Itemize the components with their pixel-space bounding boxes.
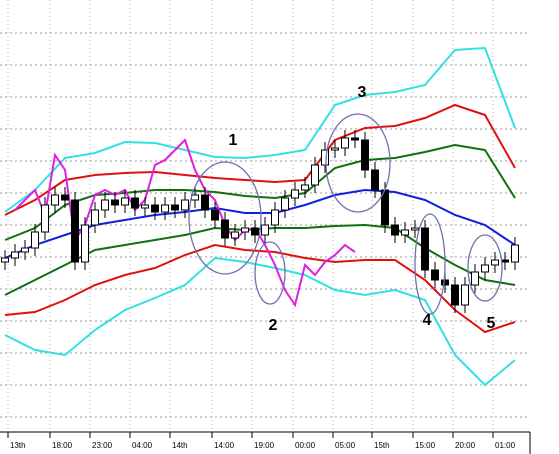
x-tick-label: 05:00	[335, 441, 356, 450]
annotation: 3	[358, 84, 367, 101]
candle-body	[321, 149, 329, 166]
x-tick-label: 15th	[374, 441, 390, 450]
band-line	[4, 188, 516, 259]
candle-body	[181, 199, 189, 211]
annotation: 2	[269, 317, 278, 334]
x-tick-label: 14th	[172, 441, 188, 450]
candle-body	[141, 204, 149, 209]
annotations: 1 2 3 4 5	[229, 84, 496, 334]
candle-body	[261, 224, 269, 236]
x-tick-label: 23:00	[92, 441, 113, 450]
candle-body	[281, 197, 289, 211]
band-line	[4, 103, 516, 216]
highlight-ellipses	[188, 113, 503, 315]
candle-body	[501, 259, 509, 263]
candle-body	[171, 204, 179, 211]
candle-body	[391, 224, 399, 236]
candle-body	[431, 269, 439, 281]
x-tick-label: 13th	[10, 441, 26, 450]
candle-body	[241, 227, 249, 233]
x-tick-label: 04:00	[132, 441, 153, 450]
x-tick-label: 20:00	[455, 441, 476, 450]
candle-body	[351, 137, 359, 141]
candle-body	[231, 231, 239, 239]
candle-body	[61, 194, 69, 201]
candle-body	[331, 147, 339, 151]
x-tick-label: 15:00	[415, 441, 436, 450]
candle-body	[271, 209, 279, 226]
candle-body	[41, 204, 49, 233]
candle-body	[151, 204, 159, 213]
ellipse	[325, 113, 391, 213]
x-axis: 13th 18:00 23:00 04:00 14th 14:00 19:00 00:00 05…	[0, 431, 531, 454]
x-tick-label: 14:00	[214, 441, 235, 450]
candle-body	[461, 284, 469, 306]
ellipse	[188, 161, 262, 275]
candle-body	[101, 199, 109, 211]
candle-body	[221, 219, 229, 239]
ellipse	[467, 234, 503, 302]
candle-body	[121, 197, 129, 206]
ellipse	[414, 213, 446, 315]
x-tick-label: 00:00	[295, 441, 316, 450]
candle-body	[111, 199, 119, 206]
candle-body	[31, 231, 39, 249]
candle-body	[441, 279, 449, 286]
candle-body	[291, 189, 299, 199]
candle-body	[71, 199, 79, 263]
candle-body	[341, 137, 349, 149]
candle-body	[11, 251, 19, 259]
lines	[4, 46, 516, 387]
candle-body	[401, 229, 409, 236]
band-line	[4, 256, 516, 387]
candle-body	[361, 139, 369, 171]
candle-body	[421, 227, 429, 271]
annotation: 4	[423, 312, 432, 329]
candle-body	[51, 194, 59, 206]
candle-body	[21, 247, 29, 253]
candle-body	[211, 209, 219, 221]
grid	[0, 0, 530, 430]
candle-body	[471, 271, 479, 286]
candle-body	[371, 169, 379, 191]
candle-body	[201, 194, 209, 211]
x-tick-label: 18:00	[52, 441, 73, 450]
candle-body	[161, 204, 169, 213]
candle-body	[301, 184, 309, 191]
band-line	[4, 143, 516, 241]
candle-body	[311, 164, 319, 186]
candle-body	[91, 209, 99, 226]
candle-body	[481, 264, 489, 273]
candle-body	[451, 284, 459, 306]
candle-body	[491, 259, 499, 266]
band-line	[4, 46, 516, 213]
x-tick-label: 01:00	[495, 441, 516, 450]
candle-body	[251, 227, 259, 236]
annotation: 5	[487, 315, 496, 332]
candle-body	[191, 194, 199, 201]
candle-body	[411, 227, 419, 231]
annotation: 1	[229, 132, 238, 149]
ellipse	[254, 241, 286, 305]
x-tick-label: 19:00	[254, 441, 275, 450]
candle-body	[1, 257, 9, 263]
candle-body	[511, 244, 519, 263]
candle-body	[81, 224, 89, 263]
candle-body	[131, 197, 139, 209]
